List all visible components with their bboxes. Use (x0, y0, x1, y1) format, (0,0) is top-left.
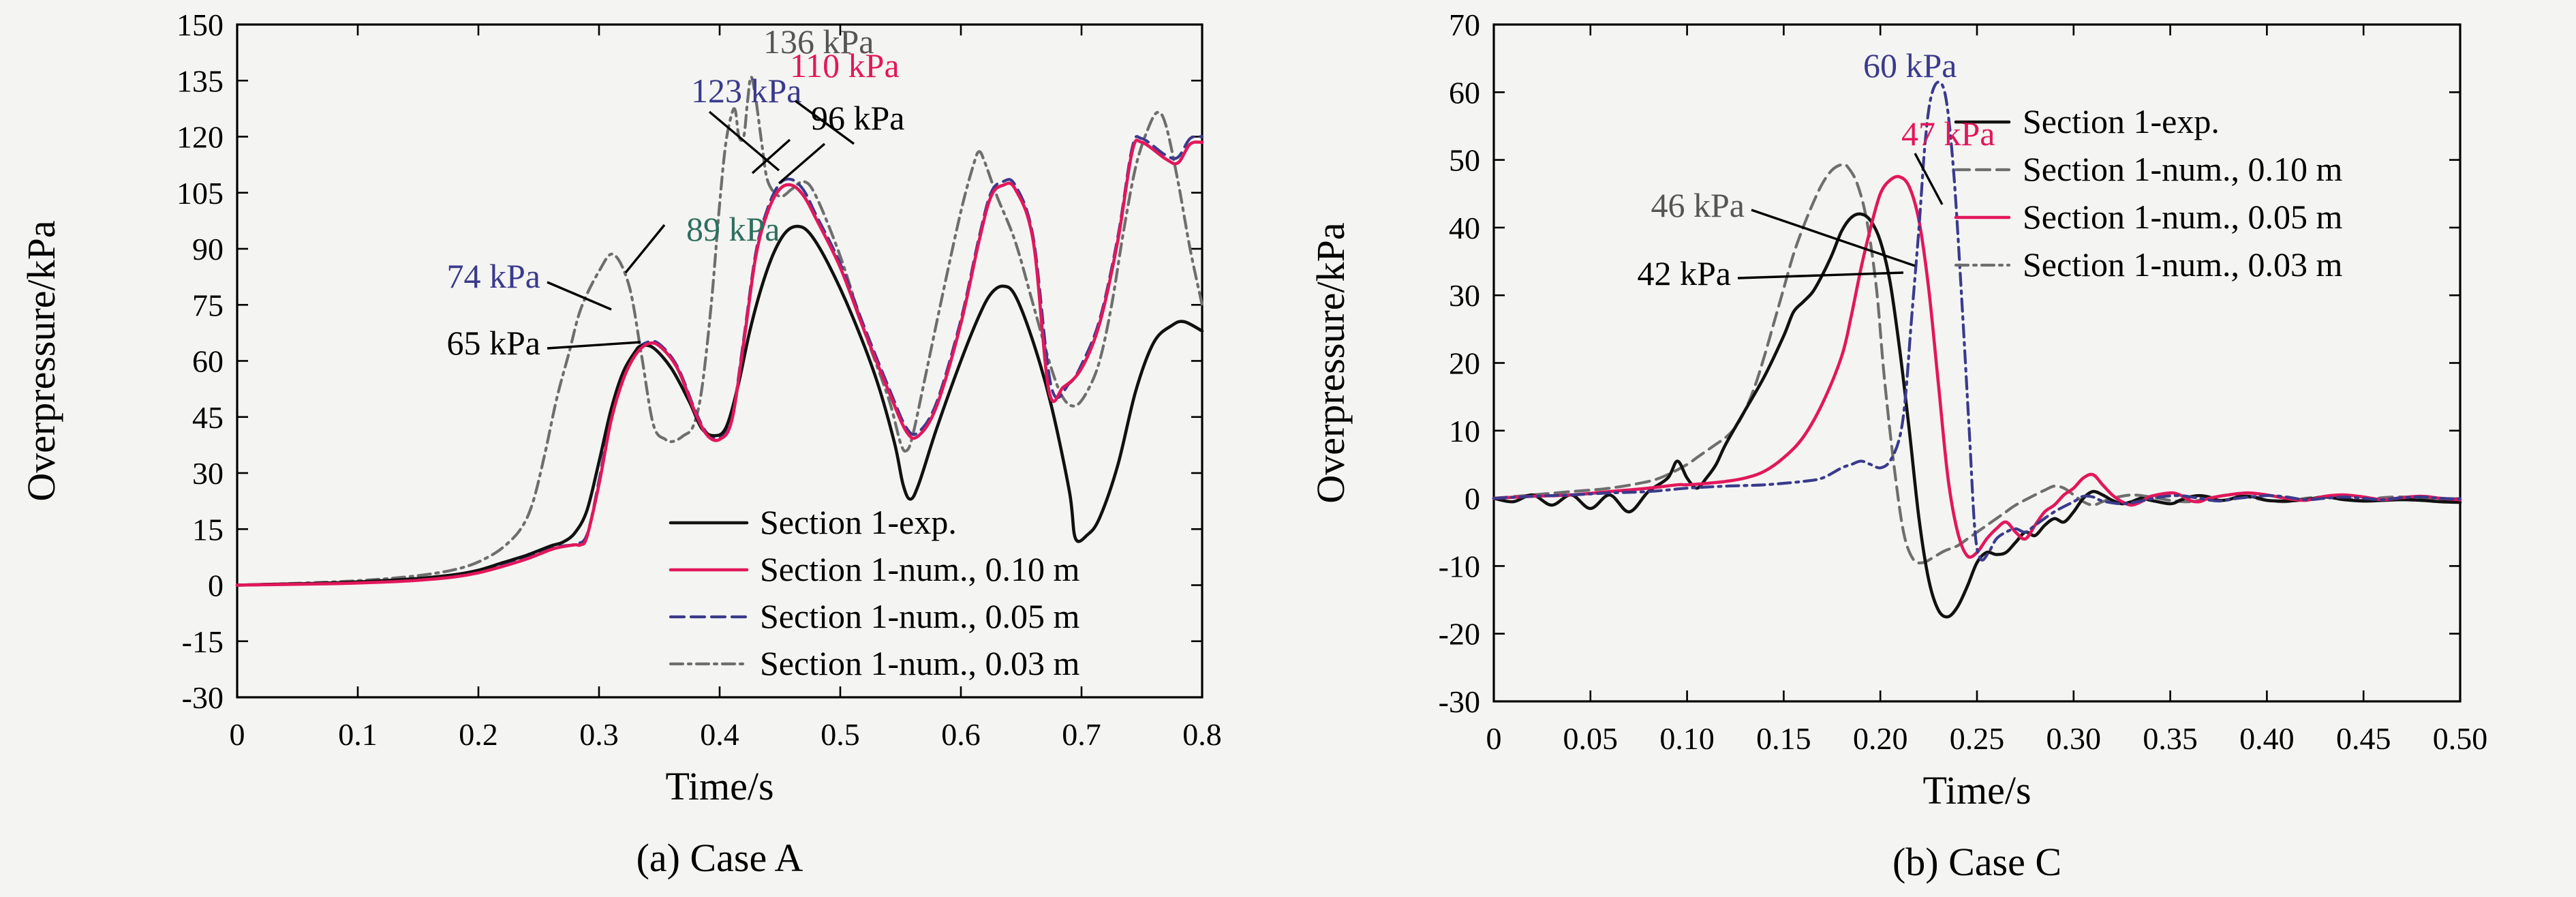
svg-text:0.50: 0.50 (2433, 721, 2488, 756)
svg-text:0.35: 0.35 (2143, 721, 2198, 756)
svg-text:0.05: 0.05 (1563, 721, 1619, 756)
svg-text:0.25: 0.25 (1950, 721, 2005, 756)
svg-text:0: 0 (208, 568, 224, 603)
svg-text:0.40: 0.40 (2239, 721, 2295, 756)
svg-text:65 kPa: 65 kPa (447, 324, 541, 362)
svg-text:-20: -20 (1439, 617, 1480, 652)
svg-text:Time/s: Time/s (1922, 768, 2031, 812)
svg-text:47 kPa: 47 kPa (1901, 115, 1995, 153)
svg-text:0.1: 0.1 (338, 717, 378, 752)
svg-text:0.4: 0.4 (700, 717, 739, 752)
svg-text:150: 150 (177, 7, 224, 42)
svg-text:10: 10 (1449, 414, 1480, 448)
svg-text:120: 120 (177, 120, 224, 155)
svg-text:0.30: 0.30 (2046, 721, 2102, 756)
svg-text:Section 1-num., 0.05 m: Section 1-num., 0.05 m (760, 597, 1080, 635)
svg-text:60 kPa: 60 kPa (1863, 46, 1957, 85)
svg-text:15: 15 (192, 512, 224, 547)
svg-text:Time/s: Time/s (665, 764, 773, 808)
svg-text:0.5: 0.5 (821, 717, 860, 752)
svg-text:96 kPa: 96 kPa (811, 99, 905, 137)
svg-text:60: 60 (1449, 75, 1480, 110)
svg-text:Overpressure/kPa: Overpressure/kPa (19, 220, 63, 501)
svg-text:-30: -30 (1439, 684, 1480, 719)
svg-text:30: 30 (192, 456, 224, 491)
svg-text:60: 60 (192, 344, 224, 379)
svg-text:Section 1-num., 0.05 m: Section 1-num., 0.05 m (2023, 198, 2343, 236)
svg-text:-10: -10 (1439, 549, 1480, 583)
svg-text:0: 0 (230, 717, 245, 752)
svg-text:90: 90 (192, 232, 224, 267)
svg-text:135: 135 (177, 63, 224, 98)
svg-text:(b) Case C: (b) Case C (1892, 840, 2061, 884)
svg-text:0.3: 0.3 (579, 717, 619, 752)
svg-text:30: 30 (1449, 278, 1480, 313)
svg-text:123 kPa: 123 kPa (691, 72, 802, 110)
svg-text:20: 20 (1449, 346, 1480, 381)
svg-text:45: 45 (192, 400, 224, 435)
svg-text:-30: -30 (182, 680, 224, 715)
svg-text:40: 40 (1449, 211, 1480, 245)
svg-text:Section 1-exp.: Section 1-exp. (2023, 102, 2220, 140)
svg-text:Overpressure/kPa: Overpressure/kPa (1308, 222, 1353, 503)
svg-text:110 kPa: 110 kPa (790, 46, 900, 85)
svg-text:105: 105 (177, 176, 224, 211)
svg-text:0.20: 0.20 (1853, 721, 1908, 756)
svg-text:75: 75 (192, 288, 224, 322)
svg-text:0: 0 (1465, 481, 1480, 516)
svg-text:0.7: 0.7 (1062, 717, 1101, 752)
svg-text:(a) Case A: (a) Case A (637, 836, 803, 880)
svg-text:89 kPa: 89 kPa (686, 210, 780, 248)
svg-text:46 kPa: 46 kPa (1651, 186, 1745, 224)
svg-text:74 kPa: 74 kPa (447, 257, 541, 295)
svg-text:Section 1-num., 0.03 m: Section 1-num., 0.03 m (760, 644, 1080, 682)
svg-text:42 kPa: 42 kPa (1638, 254, 1732, 292)
svg-text:Section 1-num., 0.10 m: Section 1-num., 0.10 m (760, 550, 1080, 588)
svg-text:50: 50 (1449, 143, 1480, 178)
svg-text:0.10: 0.10 (1659, 721, 1715, 756)
svg-text:0.6: 0.6 (941, 717, 981, 752)
svg-text:-15: -15 (182, 624, 224, 659)
svg-text:Section 1-num., 0.10 m: Section 1-num., 0.10 m (2023, 150, 2343, 188)
svg-text:0.45: 0.45 (2336, 721, 2391, 756)
svg-text:0.8: 0.8 (1182, 717, 1222, 752)
svg-text:0.2: 0.2 (459, 717, 498, 752)
svg-text:Section 1-exp.: Section 1-exp. (760, 503, 957, 541)
svg-text:70: 70 (1449, 7, 1480, 42)
svg-text:0: 0 (1486, 721, 1502, 756)
svg-text:0.15: 0.15 (1756, 721, 1811, 756)
svg-text:Section 1-num., 0.03 m: Section 1-num., 0.03 m (2023, 245, 2343, 284)
